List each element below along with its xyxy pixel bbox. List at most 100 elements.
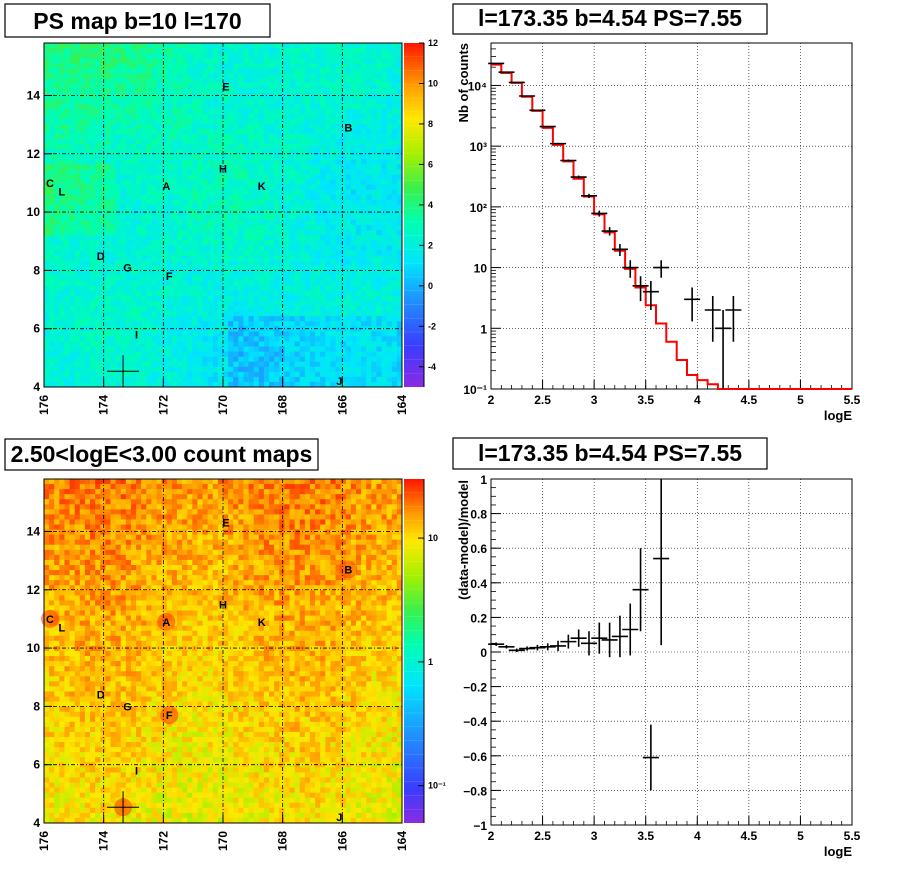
heatmap-cell	[320, 366, 326, 373]
heatmap-cell	[95, 204, 101, 211]
heatmap-cell	[176, 346, 183, 352]
heatmap-cell	[141, 336, 147, 342]
heatmap-cell	[44, 255, 50, 261]
heatmap-cell	[366, 255, 372, 261]
heatmap-cell	[182, 58, 188, 64]
heatmap-cell	[120, 68, 127, 74]
heatmap-cell	[269, 245, 275, 251]
heatmap-cell	[187, 118, 193, 125]
heatmap-cell	[182, 280, 188, 287]
heatmap-cell	[105, 199, 111, 206]
heatmap-cell	[320, 306, 326, 312]
heatmap-cell	[355, 295, 362, 302]
heatmap-cell	[59, 240, 65, 246]
heatmap-cell	[253, 169, 260, 175]
heatmap-cell	[146, 346, 152, 352]
heatmap-cell	[376, 321, 382, 327]
heatmap-cell	[366, 169, 372, 175]
heatmap-cell	[284, 68, 290, 74]
heatmap-cell	[74, 98, 81, 105]
heatmap-cell	[325, 331, 331, 337]
heatmap-cell	[263, 73, 270, 79]
heatmap-cell	[243, 48, 249, 54]
heatmap-cell	[105, 154, 111, 160]
heatmap-cell	[136, 280, 142, 287]
heatmap-cell	[391, 184, 398, 191]
heatmap-cell	[253, 275, 260, 282]
heatmap-cell	[166, 366, 173, 373]
heatmap-cell	[299, 371, 306, 378]
heatmap-cell	[187, 53, 193, 59]
heatmap-cell	[59, 144, 65, 150]
heatmap-cell	[49, 356, 55, 363]
heatmap-cell	[49, 366, 55, 373]
heatmap-cell	[110, 108, 116, 115]
heatmap-cell	[166, 351, 173, 358]
heatmap-cell	[366, 215, 372, 221]
heatmap-cell	[279, 169, 285, 175]
heatmap-cell	[274, 346, 280, 352]
heatmap-cell	[44, 199, 50, 206]
heatmap-cell	[54, 235, 60, 241]
heatmap-cell	[294, 240, 301, 246]
heatmap-cell	[386, 98, 393, 105]
heatmap-cell	[49, 351, 55, 358]
heatmap-cell	[182, 113, 188, 120]
heatmap-cell	[376, 366, 382, 373]
heatmap-cell	[371, 230, 377, 236]
heatmap-cell	[355, 306, 362, 312]
heatmap-cell	[74, 53, 81, 59]
heatmap-cell	[289, 331, 295, 337]
heatmap-cell	[304, 179, 311, 186]
heatmap-cell	[335, 301, 342, 307]
heatmap-cell	[182, 164, 188, 170]
heatmap-cell	[141, 290, 147, 297]
heatmap-cell	[54, 123, 60, 130]
heatmap-cell	[253, 108, 260, 115]
heatmap-cell	[345, 159, 352, 165]
heatmap-cell	[49, 118, 55, 125]
heatmap-cell	[110, 220, 116, 226]
heatmap-cell	[171, 194, 178, 201]
heatmap-cell	[253, 306, 260, 312]
heatmap-cell	[376, 341, 382, 347]
heatmap-cell	[396, 280, 403, 287]
heatmap-cell	[233, 159, 239, 165]
heatmap-cell	[289, 346, 295, 352]
heatmap-cell	[386, 184, 393, 191]
heatmap-cell	[171, 108, 178, 115]
heatmap-cell	[217, 240, 224, 246]
heatmap-cell	[315, 321, 321, 327]
source-label: D	[97, 251, 105, 263]
heatmap-cell	[136, 169, 142, 175]
heatmap-cell	[289, 63, 295, 69]
heatmap-cell	[207, 215, 214, 221]
heatmap-cell	[79, 179, 86, 186]
heatmap-cell	[217, 301, 224, 307]
heatmap-cell	[79, 381, 86, 388]
heatmap-cell	[325, 184, 331, 191]
heatmap-cell	[136, 240, 142, 246]
heatmap-cell	[54, 194, 60, 201]
heatmap-cell	[274, 331, 280, 337]
heatmap-cell	[233, 356, 239, 363]
heatmap-cell	[217, 280, 224, 287]
heatmap-cell	[391, 189, 398, 196]
heatmap-cell	[176, 98, 183, 105]
heatmap-cell	[228, 134, 234, 140]
heatmap-cell	[248, 78, 255, 84]
heatmap-cell	[279, 341, 285, 347]
heatmap-cell	[381, 311, 388, 317]
heatmap-cell	[371, 351, 377, 358]
heatmap-cell	[263, 174, 270, 180]
heatmap-cell	[90, 235, 96, 241]
heatmap-cell	[166, 174, 173, 180]
heatmap-cell	[84, 174, 91, 180]
heatmap-cell	[263, 113, 270, 120]
heatmap-cell	[320, 245, 326, 251]
heatmap-cell	[49, 189, 55, 196]
heatmap-cell	[166, 215, 173, 221]
heatmap-cell	[315, 366, 321, 373]
heatmap-cell	[197, 164, 203, 170]
heatmap-cell	[320, 98, 326, 105]
